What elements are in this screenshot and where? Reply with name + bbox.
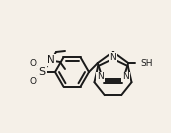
Text: N: N [122, 72, 129, 81]
Text: O: O [30, 76, 36, 86]
Text: N: N [47, 55, 55, 65]
Text: N: N [110, 53, 116, 61]
Text: N: N [97, 72, 104, 81]
Text: S: S [38, 67, 45, 77]
Text: O: O [30, 59, 36, 68]
Text: SH: SH [140, 59, 153, 68]
